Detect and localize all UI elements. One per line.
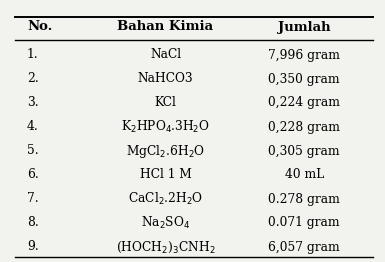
Text: 4.: 4. [27,121,39,134]
Text: 6,057 gram: 6,057 gram [268,241,340,254]
Text: (HOCH$_2$)$_3$CNH$_2$: (HOCH$_2$)$_3$CNH$_2$ [116,239,215,255]
Text: 0.071 gram: 0.071 gram [268,216,340,230]
Text: 0,305 gram: 0,305 gram [268,145,340,157]
Text: 1.: 1. [27,48,38,62]
Text: Na$_2$SO$_4$: Na$_2$SO$_4$ [141,215,190,231]
Text: 2.: 2. [27,73,39,85]
Text: 8.: 8. [27,216,39,230]
Text: K$_2$HPO$_4$.3H$_2$O: K$_2$HPO$_4$.3H$_2$O [121,119,210,135]
Text: 0,224 gram: 0,224 gram [268,96,340,110]
Text: HCl 1 M: HCl 1 M [140,168,191,182]
Text: No.: No. [27,20,52,34]
Text: NaCl: NaCl [150,48,181,62]
Text: 0,350 gram: 0,350 gram [268,73,340,85]
Text: 5.: 5. [27,145,38,157]
Text: 6.: 6. [27,168,39,182]
Text: KCl: KCl [155,96,176,110]
Text: 0,228 gram: 0,228 gram [268,121,340,134]
Text: CaCl$_2$.2H$_2$O: CaCl$_2$.2H$_2$O [128,191,203,207]
Text: MgCl$_2$.6H$_2$O: MgCl$_2$.6H$_2$O [126,143,205,160]
Text: 7,996 gram: 7,996 gram [268,48,340,62]
Text: 40 mL: 40 mL [285,168,324,182]
Text: 9.: 9. [27,241,39,254]
Text: 0.278 gram: 0.278 gram [268,193,340,205]
Text: NaHCO3: NaHCO3 [138,73,193,85]
Text: 3.: 3. [27,96,38,110]
Text: Jumlah: Jumlah [278,20,330,34]
Text: Bahan Kimia: Bahan Kimia [117,20,214,34]
Text: 7.: 7. [27,193,38,205]
